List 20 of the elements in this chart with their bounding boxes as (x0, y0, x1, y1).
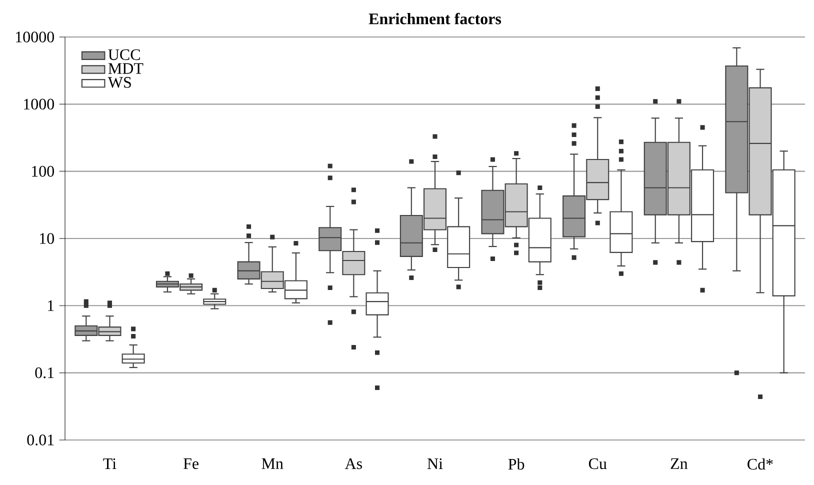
legend-label: MDT (108, 63, 144, 74)
y-tick-label: 0.1 (35, 367, 54, 378)
y-tick-label: 10000 (16, 32, 54, 42)
x-tick-label: Mn (262, 458, 284, 469)
x-tick-label: As (344, 458, 362, 470)
y-tick-label: 1000 (24, 98, 54, 110)
y-tick-label: 10 (40, 233, 54, 244)
x-tick-label: Cd* (748, 458, 773, 470)
x-tick-label: Ti (103, 458, 116, 469)
x-tick-label: Ni (427, 458, 443, 469)
y-tick-label: 1 (48, 300, 54, 311)
legend-label: WS (108, 77, 131, 88)
x-tick-label: Cu (588, 458, 607, 470)
y-tick-label: 100 (32, 166, 54, 177)
x-tick-label: Pb (508, 458, 524, 470)
legend-label: UCC (108, 49, 140, 60)
chart-title: Enrichment factors (368, 12, 502, 24)
x-tick-label: Zn (670, 458, 688, 469)
y-tick-label: 0.01 (27, 434, 54, 446)
x-tick-label: Fe (184, 458, 198, 470)
